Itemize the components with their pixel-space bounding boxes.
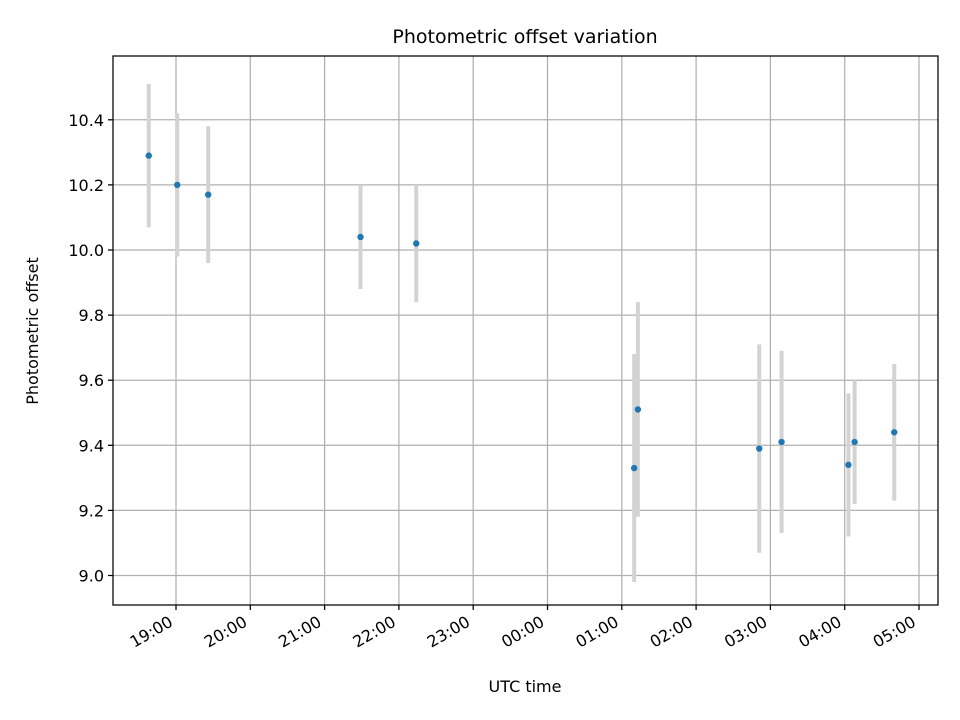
y-tick-label: 10.0 [68,241,104,260]
y-tick-label: 10.2 [68,176,104,195]
data-point [845,461,852,469]
y-tick-label: 9.4 [79,436,104,455]
data-point [634,406,642,413]
data-point [778,438,785,446]
data-point [145,152,152,159]
y-axis-label: Photometric offset [23,257,42,405]
data-point [630,464,638,472]
y-tick-label: 9.6 [79,371,104,390]
data-points [145,152,898,472]
plot-frame [112,55,939,606]
data-point [204,191,212,198]
data-point [891,429,898,436]
y-tick-label: 10.4 [68,111,104,130]
grid [113,56,938,605]
y-tick-label: 9.8 [79,306,104,325]
data-point [174,181,181,189]
data-point [413,240,420,247]
data-point [357,233,364,241]
chart-title: Photometric offset variation [392,26,657,48]
data-point [851,438,858,446]
y-tick-label: 9.0 [79,567,104,586]
y-axis-ticks: 9.0 9.2 9.4 9.6 9.8 10.0 10.2 10.4 [68,111,113,586]
x-axis-label: UTC time [489,677,562,696]
data-point [756,445,763,452]
y-tick-label: 9.2 [79,501,104,520]
